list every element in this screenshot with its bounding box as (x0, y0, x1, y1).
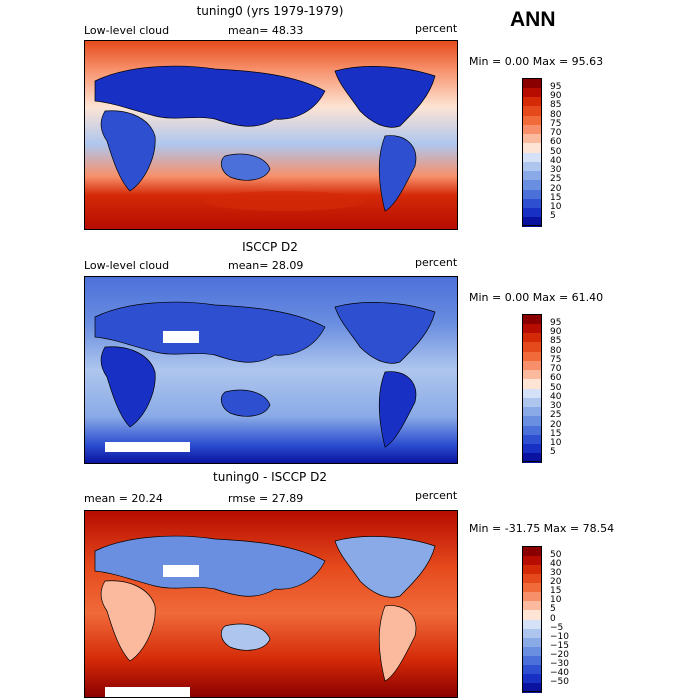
minmax-diff: Min = -31.75 Max = 78.54 (469, 522, 615, 535)
units-label-model: percent (415, 22, 458, 35)
minmax-obs: Min = 0.00 Max = 61.40 (469, 291, 604, 304)
colorbar-label: 60 (550, 373, 562, 384)
colorbar-label: −20 (550, 650, 569, 660)
colorbar-label: 50 (550, 549, 562, 560)
colorbar-label: 75 (550, 118, 562, 129)
colorbar-label: −50 (550, 677, 569, 688)
colorbar-label: 30 (550, 165, 562, 175)
colorbar-label: 30 (550, 401, 562, 411)
colorbar-label: −40 (550, 668, 569, 679)
map-diff (84, 510, 458, 698)
rmse-label-diff: rmse = 27.89 (228, 492, 304, 505)
colorbar-label: 50 (550, 146, 562, 157)
colorbar-label: 20 (550, 183, 562, 194)
colorbar-label: −15 (550, 640, 569, 651)
colorbar-label: 20 (550, 419, 562, 430)
colorbar-label: 60 (550, 137, 562, 148)
panel-title-obs: ISCCP D2 (242, 240, 298, 254)
colorbar-label: 10 (550, 595, 562, 606)
panel-title-model: tuning0 (yrs 1979-1979) (196, 4, 344, 18)
colorbar-label: 0 (550, 613, 556, 624)
colorbar-label: 70 (550, 128, 562, 138)
colorbar-label: 10 (550, 438, 562, 448)
colorbar-label: 95 (550, 81, 562, 92)
variable-label-obs: Low-level cloud (84, 259, 170, 272)
colorbar-label: 25 (550, 410, 562, 421)
colorbar-label: 85 (550, 336, 562, 347)
panel-title-diff: tuning0 - ISCCP D2 (213, 470, 327, 484)
colorbar-label: 70 (550, 364, 562, 374)
mean-label-obs: mean= 28.09 (228, 259, 304, 272)
map-model (84, 40, 458, 230)
units-label-diff: percent (415, 489, 458, 502)
season-label: ANN (510, 8, 556, 31)
colorbar-label: 20 (550, 577, 562, 587)
units-label-obs: percent (415, 256, 458, 269)
colorbar-label: 85 (550, 100, 562, 111)
colorbar-model: 95 90 85 80 75 70 60 50 40 30 25 20 15 10 5 (522, 78, 602, 227)
colorbar-label: 90 (550, 327, 562, 337)
colorbar-label: 40 (550, 558, 562, 569)
colorbar-obs: 95 90 85 80 75 70 60 50 40 30 25 20 15 10 5 (522, 314, 602, 463)
colorbar-label: 15 (550, 586, 562, 597)
colorbar-label: 40 (550, 155, 562, 166)
colorbar-label: −30 (550, 659, 569, 670)
colorbar-diff: 50 40 30 20 15 10 5 0 −5 −10 −15 −20 −30 −40 −50 (522, 546, 602, 693)
colorbar-label: 90 (550, 91, 562, 101)
colorbar-label: 80 (550, 345, 562, 356)
colorbar-label: 80 (550, 109, 562, 120)
colorbar-label: 75 (550, 354, 562, 365)
variable-label-model: Low-level cloud (84, 24, 170, 37)
colorbar-label: 30 (550, 567, 562, 578)
minmax-model: Min = 0.00 Max = 95.63 (469, 55, 604, 68)
colorbar-label: 5 (550, 447, 556, 458)
colorbar-label: −5 (550, 622, 564, 633)
colorbar-label: 15 (550, 192, 562, 203)
mean-label-diff: mean = 20.24 (84, 492, 163, 505)
colorbar-label: 5 (550, 604, 556, 615)
colorbar-label: 25 (550, 174, 562, 185)
colorbar-label: 5 (550, 211, 556, 222)
colorbar-label: 15 (550, 428, 562, 439)
colorbar-label: 10 (550, 202, 562, 212)
mean-label-model: mean= 48.33 (228, 24, 304, 37)
map-obs (84, 276, 458, 464)
colorbar-label: −10 (550, 631, 569, 642)
colorbar-label: 50 (550, 382, 562, 393)
colorbar-label: 40 (550, 391, 562, 402)
colorbar-label: 95 (550, 317, 562, 328)
